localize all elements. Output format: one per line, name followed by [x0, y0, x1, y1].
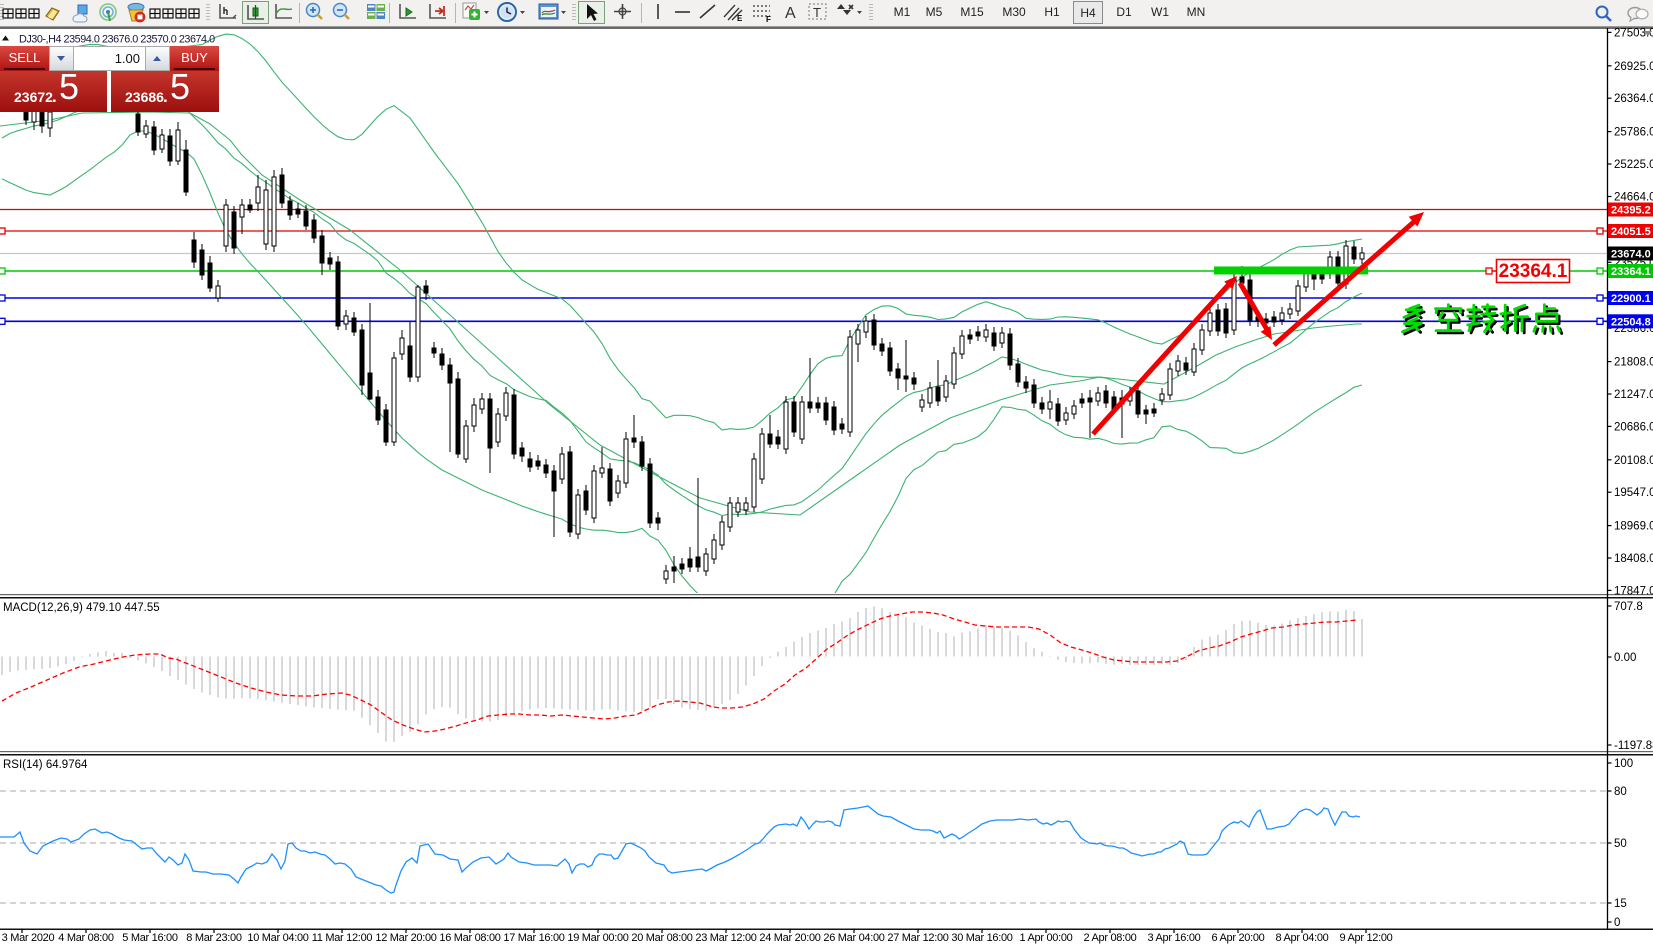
svg-text:10 Mar 04:00: 10 Mar 04:00 [247, 932, 308, 944]
svg-text:3 Mar 2020: 3 Mar 2020 [2, 932, 55, 944]
svg-text:1 Apr 00:00: 1 Apr 00:00 [1020, 932, 1073, 944]
svg-text:18408.0: 18408.0 [1614, 553, 1653, 565]
svg-text:24051.5: 24051.5 [1611, 226, 1651, 238]
svg-text:RSI(14) 64.9764: RSI(14) 64.9764 [3, 759, 88, 771]
svg-text:12 Mar 20:00: 12 Mar 20:00 [375, 932, 436, 944]
svg-text:20 Mar 08:00: 20 Mar 08:00 [631, 932, 692, 944]
svg-text:-1197.88: -1197.88 [1614, 740, 1653, 752]
svg-text:19 Mar 00:00: 19 Mar 00:00 [567, 932, 628, 944]
svg-text:F: F [766, 15, 771, 23]
svg-text:23364.1: 23364.1 [1611, 266, 1651, 278]
svg-text:E: E [737, 14, 743, 23]
svg-text:T: T [813, 5, 821, 20]
svg-text:0.00: 0.00 [1614, 652, 1636, 664]
svg-text:0: 0 [1614, 917, 1620, 929]
svg-text:6 Apr 20:00: 6 Apr 20:00 [1212, 932, 1265, 944]
svg-text:24 Mar 20:00: 24 Mar 20:00 [759, 932, 820, 944]
svg-text:27 Mar 12:00: 27 Mar 12:00 [887, 932, 948, 944]
svg-text:A: A [785, 5, 796, 22]
svg-text:20108.0: 20108.0 [1614, 455, 1653, 467]
svg-text:25786.0: 25786.0 [1614, 127, 1653, 139]
svg-text:16 Mar 08:00: 16 Mar 08:00 [439, 932, 500, 944]
svg-text:26925.0: 26925.0 [1614, 61, 1653, 73]
svg-text:22504.8: 22504.8 [1611, 316, 1651, 328]
svg-text:26364.0: 26364.0 [1614, 93, 1653, 105]
svg-text:4 Mar 08:00: 4 Mar 08:00 [58, 932, 114, 944]
svg-text:27503.0: 27503.0 [1614, 27, 1653, 39]
svg-text:20686.0: 20686.0 [1614, 421, 1653, 433]
svg-text:24395.2: 24395.2 [1611, 205, 1651, 217]
svg-text:21247.0: 21247.0 [1614, 389, 1653, 401]
svg-text:24664.0: 24664.0 [1614, 192, 1653, 204]
svg-text:23364.1: 23364.1 [1499, 261, 1568, 282]
svg-text:707.8: 707.8 [1614, 601, 1643, 613]
svg-text:21808.0: 21808.0 [1614, 357, 1653, 369]
svg-text:8 Apr 04:00: 8 Apr 04:00 [1276, 932, 1329, 944]
svg-text:19547.0: 19547.0 [1614, 487, 1653, 499]
svg-text:9 Apr 12:00: 9 Apr 12:00 [1340, 932, 1393, 944]
svg-text:100: 100 [1614, 758, 1633, 770]
svg-text:2 Apr 08:00: 2 Apr 08:00 [1084, 932, 1137, 944]
svg-text:23 Mar 12:00: 23 Mar 12:00 [695, 932, 756, 944]
svg-text:22900.1: 22900.1 [1611, 293, 1651, 305]
svg-text:80: 80 [1614, 786, 1627, 798]
svg-text:15: 15 [1614, 898, 1627, 910]
svg-text:3 Apr 16:00: 3 Apr 16:00 [1148, 932, 1201, 944]
svg-text:30 Mar 16:00: 30 Mar 16:00 [951, 932, 1012, 944]
svg-text:17847.0: 17847.0 [1614, 585, 1653, 597]
svg-text:8 Mar 23:00: 8 Mar 23:00 [186, 932, 242, 944]
svg-text:50: 50 [1614, 838, 1627, 850]
svg-text:18969.0: 18969.0 [1614, 521, 1653, 533]
svg-text:23674.0: 23674.0 [1611, 249, 1651, 261]
svg-text:5 Mar 16:00: 5 Mar 16:00 [122, 932, 178, 944]
svg-text:11 Mar 12:00: 11 Mar 12:00 [312, 932, 373, 944]
svg-text:25225.0: 25225.0 [1614, 159, 1653, 171]
svg-text:26 Mar 04:00: 26 Mar 04:00 [823, 932, 884, 944]
svg-text:MACD(12,26,9) 479.10 447.55: MACD(12,26,9) 479.10 447.55 [3, 602, 160, 614]
svg-text:17 Mar 16:00: 17 Mar 16:00 [503, 932, 564, 944]
svg-text:DJ30-,H4 23594.0 23676.0 2357: DJ30-,H4 23594.0 23676.0 23570.0 23674.0 [19, 34, 215, 46]
